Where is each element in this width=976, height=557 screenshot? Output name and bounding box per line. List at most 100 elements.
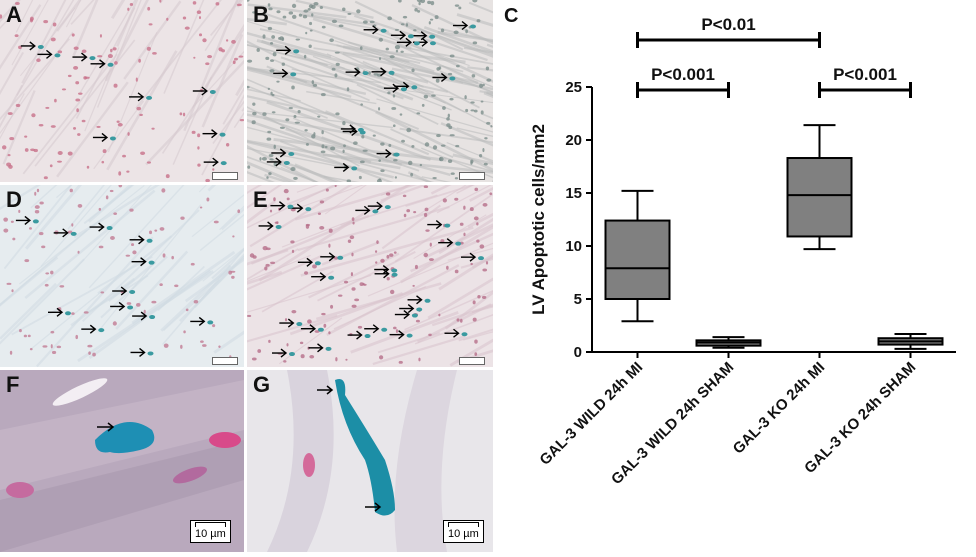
arrow-icon [365,502,382,512]
box-2 [695,336,762,349]
arrow-icon [271,348,288,358]
micrograph-panel-e: E [247,185,493,367]
arrow-icon [363,25,379,35]
arrow-icon [72,52,88,62]
arrow-icon [453,20,469,31]
arrow-icon [258,221,274,231]
y-tick-label: 20 [565,132,582,149]
scale-bar-b [459,172,485,180]
y-tick-label: 15 [565,185,582,202]
arrow-icon [311,272,327,282]
y-tick-label: 25 [565,79,582,96]
box-3 [786,124,853,251]
scale-bar-e [459,357,485,365]
arrow-icon [53,228,69,238]
significance-bracket: P<0.001 [636,65,730,98]
y-tick-label: 5 [574,291,582,308]
scale-bar-f: 10 µm [190,520,231,543]
arrow-icon [412,31,428,41]
arrow-icon [342,126,358,137]
arrow-icon [364,324,380,334]
arrow-icon [131,257,147,267]
panel-label-g: G [253,372,271,397]
arrow-icon [347,330,363,340]
box-1 [604,189,671,323]
arrow-icon [374,269,390,279]
y-tick-label: 0 [574,344,582,361]
arrow-icon [47,307,64,317]
arrow-icon [444,328,460,338]
x-tick-label: GAL-3 WILD 24h MI [536,359,646,469]
arrows-group [20,41,219,167]
arrow-icon [345,67,361,77]
arrow-icon [202,129,218,139]
p-value-label: P<0.001 [651,65,715,84]
arrow-icon [297,257,314,267]
arrow-icon [132,311,148,321]
box-iqr [786,157,853,238]
panel-label-d: D [6,187,22,212]
arrow-icon [334,162,350,172]
arrow-icon [273,68,289,78]
arrow-icon [438,238,454,248]
arrow-icon [20,41,36,51]
arrow-icon [271,148,287,158]
panel-label-a: A [6,2,22,27]
arrow-icon [308,343,324,353]
arrow-icon [390,30,407,40]
micrograph-d-image [0,185,244,367]
scale-bar-d [212,357,238,365]
arrow-icon [432,72,448,83]
scale-bar-g-label: 10 µm [448,528,479,540]
arrows-group [258,201,477,358]
arrow-icon [300,324,317,334]
micrograph-a-image [0,0,244,182]
arrow-icon [15,215,31,225]
scale-bar-g: 10 µm [443,520,484,543]
arrow-icon [317,385,334,395]
arrows-group [15,215,206,357]
y-axis-title: LV Apoptotic cells/mm2 [529,124,548,315]
box-plot-panel: C 0 5 10 15 20 25 LV Apoptotic cells/mm2 GAL-3 W… [496,0,976,552]
stained-cell [335,379,395,516]
arrow-icon [192,86,208,96]
arrow-icon [376,149,392,159]
arrow-icon [320,252,336,262]
arrow-icon [110,301,126,311]
micrograph-g-image [247,370,493,552]
arrow-icon [427,220,443,230]
box-4 [877,332,944,350]
micrograph-panel-a: A [0,0,244,182]
scale-bar-a [212,172,238,180]
scale-bar-f-label: 10 µm [195,528,226,540]
panel-label-c: C [504,5,518,27]
arrow-icon [129,92,145,102]
p-value-label: P<0.001 [833,65,897,84]
micrograph-e-image [247,185,493,367]
x-tick-label: GAL-3 KO 24h MI [730,359,829,458]
arrows-group [266,20,469,172]
micrograph-panel-b: B [247,0,493,182]
arrow-icon [407,295,423,305]
arrow-icon [383,83,400,93]
p-value-label: P<0.01 [701,15,755,34]
arrow-icon [112,286,128,296]
arrow-icon [394,309,410,320]
panel-label-f: F [6,372,20,397]
arrow-icon [190,316,206,326]
arrow-icon [399,303,415,314]
panel-label-e: E [253,187,268,212]
arrow-icon [367,201,383,211]
arrow-icon [276,45,292,55]
arrow-icon [89,222,105,232]
arrow-icon [129,235,145,245]
arrow-icon [92,132,109,143]
significance-bracket: P<0.001 [818,65,912,98]
micrograph-b-image [247,0,493,182]
panel-label-b: B [253,2,269,27]
arrow-icon [396,37,412,47]
arrow-icon [203,157,219,167]
arrow-icon [355,205,371,215]
arrow-icon [97,422,115,432]
arrow-icon [270,201,286,211]
